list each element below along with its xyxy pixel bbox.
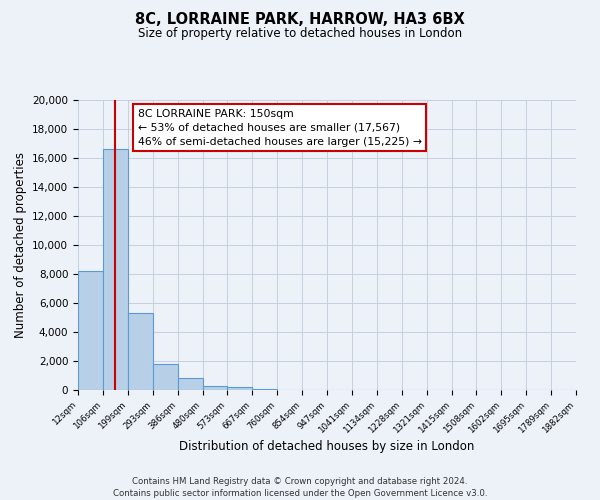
Bar — [203, 386, 227, 390]
Bar — [103, 150, 128, 390]
Y-axis label: Number of detached properties: Number of detached properties — [14, 152, 26, 338]
Bar — [152, 364, 178, 390]
X-axis label: Distribution of detached houses by size in London: Distribution of detached houses by size … — [179, 440, 475, 453]
Bar — [253, 388, 277, 390]
Text: Contains HM Land Registry data © Crown copyright and database right 2024.: Contains HM Land Registry data © Crown c… — [132, 478, 468, 486]
Bar — [227, 387, 253, 390]
Bar — [78, 271, 103, 390]
Bar — [128, 313, 153, 390]
Text: 8C LORRAINE PARK: 150sqm
← 53% of detached houses are smaller (17,567)
46% of se: 8C LORRAINE PARK: 150sqm ← 53% of detach… — [138, 108, 422, 146]
Text: Size of property relative to detached houses in London: Size of property relative to detached ho… — [138, 28, 462, 40]
Text: Contains public sector information licensed under the Open Government Licence v3: Contains public sector information licen… — [113, 489, 487, 498]
Text: 8C, LORRAINE PARK, HARROW, HA3 6BX: 8C, LORRAINE PARK, HARROW, HA3 6BX — [135, 12, 465, 28]
Bar — [178, 378, 203, 390]
